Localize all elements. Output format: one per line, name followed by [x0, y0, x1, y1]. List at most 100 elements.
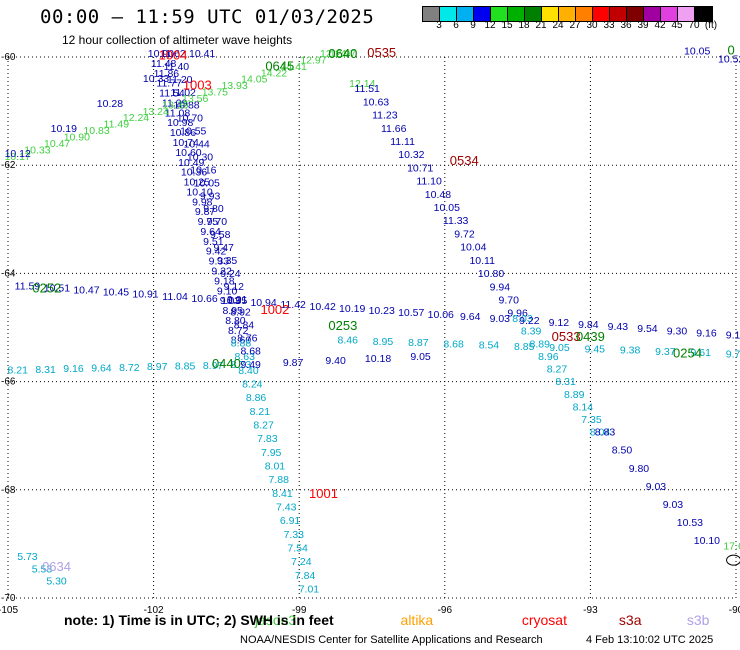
wave-height-value: 14.41 — [281, 61, 307, 73]
wave-height-value: 8.86 — [246, 392, 267, 404]
legend-label: 70 — [688, 20, 700, 31]
legend-label: 30 — [586, 20, 598, 31]
wave-height-value: 11.29 — [162, 97, 188, 109]
wave-height-value: 8.39 — [521, 326, 542, 338]
color-scale-labels: 3 6 9 12 15 18 21 24 27 30 33 36 39 42 45 70 (ft) — [422, 20, 740, 34]
longitude-label: -90 — [729, 605, 740, 616]
wave-height-value: 10.11 — [469, 255, 495, 267]
wave-height-value: 10.04 — [460, 242, 486, 254]
wave-height-value: 8.85 — [175, 360, 196, 372]
color-scale-legend — [422, 6, 713, 22]
wave-height-value: 9.70 — [207, 216, 228, 228]
wave-height-value: 10.47 — [44, 138, 70, 150]
wave-height-value: 10.94 — [250, 297, 276, 309]
wave-height-value: 10.33 — [24, 144, 50, 156]
wave-height-value: 9.58 — [210, 229, 231, 241]
wave-height-value: 13.24 — [143, 106, 169, 118]
legend-label: 36 — [620, 20, 632, 31]
wave-height-value: 9.47 — [213, 242, 234, 254]
longitude-label: -102 — [144, 605, 164, 616]
satellite-name-altika: altika — [400, 612, 434, 628]
wave-height-value: 8.84 — [234, 320, 255, 332]
wave-height-value: 14.22 — [261, 67, 287, 79]
wave-height-value: 10.28 — [97, 98, 123, 110]
pass-time-label: 1002 — [260, 302, 289, 317]
wave-height-value: 9.64 — [91, 362, 112, 374]
wave-height-value: 8.76 — [237, 333, 258, 345]
wave-height-value: 7.54 — [287, 543, 308, 555]
wave-height-value: 10.47 — [73, 285, 99, 297]
wave-height-value: 8.21 — [250, 406, 271, 418]
legend-label: (ft) — [704, 20, 718, 31]
wave-height-value: 10.41 — [189, 48, 215, 60]
wave-height-value: 8.89 — [529, 338, 550, 350]
wave-height-value: 10.30 — [187, 151, 213, 163]
wave-height-value: 10.60 — [175, 147, 201, 159]
wave-height-value: 12.24 — [123, 112, 149, 124]
wave-height-value: 10.45 — [103, 287, 129, 299]
legend-label: 15 — [501, 20, 513, 31]
wave-height-value: 10.16 — [190, 164, 216, 176]
legend-label: 39 — [637, 20, 649, 31]
wave-height-value: 8.92 — [230, 307, 251, 319]
wave-height-value: 10.55 — [180, 126, 206, 138]
longitude-label: -93 — [583, 605, 598, 616]
legend-label: 21 — [535, 20, 547, 31]
wave-height-value: 10.42 — [310, 301, 336, 313]
wave-height-value: 6.91 — [280, 515, 301, 527]
legend-swatch — [627, 7, 644, 21]
satellite-legend: jason3altikacryosats3as3bswot — [0, 612, 740, 630]
wave-height-value: 11.33 — [443, 215, 469, 227]
wave-height-value: 9.35 — [217, 255, 238, 267]
wave-height-value: 11.11 — [390, 136, 415, 148]
wave-height-value: 10.86 — [170, 127, 196, 139]
wave-height-value: 9.43 — [608, 321, 629, 333]
wave-height-value: 5.30 — [46, 575, 67, 587]
wave-height-value: 9.45 — [585, 343, 606, 355]
wave-height-value: 5.73 — [17, 551, 38, 563]
wave-height-value: 9.37 — [655, 346, 676, 358]
wave-height-value: 11.02 — [170, 87, 196, 99]
wave-height-value: 9.64 — [200, 226, 221, 238]
wave-height-value: 8.31 — [555, 376, 576, 388]
wave-height-value: 10.33 — [143, 73, 169, 85]
pass-time-label: 1003 — [183, 77, 212, 92]
wave-height-value: 10.91 — [132, 289, 158, 301]
wave-height-value: 11.23 — [372, 110, 398, 122]
wave-height-value: 9.22 — [519, 315, 540, 327]
pass-time-label: 0533 — [552, 329, 581, 344]
wave-height-value: 8.88 — [231, 337, 252, 349]
wave-height-value: 12.97 — [330, 48, 356, 60]
wave-height-value: 8.27 — [547, 364, 568, 376]
wave-height-value: 10.19 — [51, 123, 77, 135]
wave-height-value: 11.48 — [151, 58, 177, 70]
wave-height-value: 11.66 — [381, 123, 407, 135]
wave-height-value: 10.51 — [44, 283, 70, 295]
legend-swatch — [457, 7, 474, 21]
pass-time-label: 0 — [728, 42, 735, 57]
wave-height-value: 11.42 — [280, 299, 306, 311]
wave-height-value: 9.05 — [410, 351, 431, 363]
wave-height-value: 8.89 — [564, 389, 585, 401]
wave-height-value: 9.10 — [217, 285, 238, 297]
wave-height-value: 8.50 — [612, 445, 633, 457]
wave-height-value: 11.59 — [15, 281, 41, 293]
wave-height-value: 9.64 — [460, 311, 481, 323]
wave-height-value: 12.14 — [320, 48, 346, 60]
wave-height-value: 8.97 — [203, 360, 224, 372]
wave-height-value: 9.80 — [203, 203, 224, 215]
legend-label: 24 — [552, 20, 564, 31]
wave-height-value: 9.05 — [549, 342, 570, 354]
wave-height-value: 9.22 — [211, 266, 232, 278]
pass-time-label: 0254 — [673, 345, 702, 360]
wave-height-value: 8.31 — [35, 364, 56, 376]
wave-height-value: 9.75 — [198, 216, 219, 228]
wave-height-value: 11.20 — [167, 74, 193, 86]
page-title: 00:00 – 11:59 UTC 01/03/2025 — [40, 6, 375, 28]
legend-label: 27 — [569, 20, 581, 31]
wave-height-value: 9.03 — [220, 295, 241, 307]
wave-height-value: 10.66 — [191, 293, 217, 305]
wave-height-value: 10.57 — [398, 307, 424, 319]
wave-height-value: 8.73 — [231, 359, 252, 371]
